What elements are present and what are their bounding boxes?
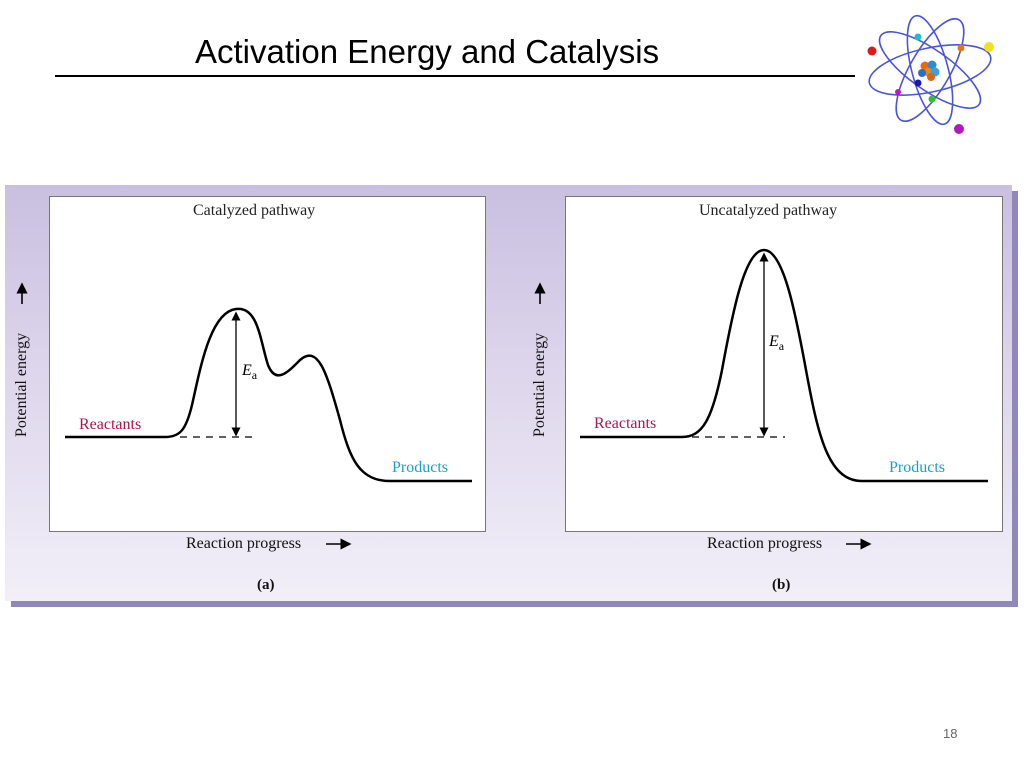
x-axis-label-b: Reaction progress xyxy=(707,535,823,552)
reactants-label-b: Reactants xyxy=(594,415,657,432)
y-axis-label-b: Potential energy xyxy=(531,332,548,437)
panel-uncatalyzed-frame xyxy=(565,196,1003,532)
atom-icon xyxy=(867,14,994,134)
y-axis-label-a: Potential energy xyxy=(13,332,30,437)
subfigure-label-b: (b) xyxy=(772,577,791,593)
ea-label-a: Ea xyxy=(242,362,257,383)
ea-subscript: a xyxy=(251,368,258,383)
reactants-label-a: Reactants xyxy=(79,416,142,433)
slide-title: Activation Energy and Catalysis xyxy=(195,33,660,70)
title-underline xyxy=(55,75,855,77)
products-label-b: Products xyxy=(889,459,945,476)
panel-title-catalyzed: Catalyzed pathway xyxy=(193,202,316,219)
ea-symbol: E xyxy=(242,362,252,379)
x-axis-label-a: Reaction progress xyxy=(186,535,302,552)
panel-title-uncatalyzed: Uncatalyzed pathway xyxy=(699,202,838,219)
page-number: 18 xyxy=(943,726,958,741)
subfigure-label-a: (a) xyxy=(257,577,275,593)
products-label-a: Products xyxy=(392,459,448,476)
panel-catalyzed-frame xyxy=(49,196,486,532)
ea-symbol: E xyxy=(769,333,779,350)
ea-label-b: Ea xyxy=(769,333,784,354)
ea-subscript: a xyxy=(778,339,785,354)
